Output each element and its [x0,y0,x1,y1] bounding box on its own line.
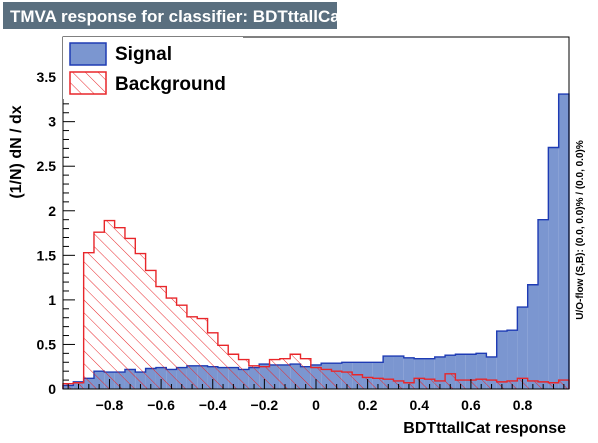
x-tick-label: −0.6 [147,397,175,413]
y-tick-label: 2.5 [37,158,57,174]
y-tick-label: 2 [48,203,56,219]
background-bin [197,318,208,389]
signal-bin [445,355,456,389]
y-tick-label: 1.5 [37,247,57,263]
x-axis-title: BDTttallCat response [403,420,566,437]
x-tick-label: 0.8 [513,397,533,413]
background-bin [372,378,384,389]
x-tick-label: −0.8 [96,397,124,413]
signal-bin [434,356,446,389]
signal-bin [424,358,435,389]
chart-title: TMVA response for classifier: BDTttallCa… [10,7,346,26]
background-bin [445,373,456,389]
signal-bin [403,357,415,389]
signal-bin [455,354,466,389]
background-bin [124,238,136,389]
signal-bin [527,284,539,389]
legend: Signal Background [63,37,243,99]
legend-signal-swatch [69,42,107,66]
y-tick-label: 0.5 [37,336,57,352]
background-bin [290,354,301,389]
x-tick-label: −0.4 [199,397,227,413]
signal-bin [538,219,549,389]
background-bin [176,305,187,389]
background-bin [269,359,280,389]
y-tick-label: 3 [48,114,56,130]
x-tick-label: 0.2 [358,397,378,413]
background-bin [155,286,167,389]
signal-bin [486,356,497,389]
background-bin [145,270,156,389]
background-bin [166,298,177,389]
background-bin [135,253,146,389]
background-bin [248,365,260,389]
x-tick-label: 0.4 [410,397,430,413]
signal-bin [507,330,518,389]
background-bin [259,366,270,389]
signal-bin [558,94,569,389]
background-outline [62,219,570,389]
background-bin [217,345,229,389]
background-bin [352,374,363,389]
background-bin [104,220,115,389]
background-bin [331,371,342,389]
legend-signal-label: Signal [115,44,172,65]
x-tick-label: 0.6 [461,397,481,413]
signal-bin [476,353,487,389]
background-bin [186,316,198,389]
y-tick-label: 1 [48,292,56,308]
signal-bin [517,307,528,389]
y-tick-label: 0 [48,381,56,397]
background-bin [310,367,322,389]
signal-bin [548,147,559,389]
signal-bin [393,356,404,389]
signal-bin [383,356,394,389]
x-tick-label: −0.2 [251,397,279,413]
title-banner [3,2,337,29]
background-bin [341,372,353,389]
signal-bin [496,331,508,389]
signal-bin [372,362,384,389]
background-bin [279,358,291,389]
overflow-label: U/O-flow (S,B): (0.0, 0.0)% / (0.0, 0.0)… [575,140,586,320]
background-bin [300,358,311,389]
signal-bin [362,362,373,389]
y-axis-title: (1/N) dN / dx [8,105,25,198]
background-bin [321,369,332,389]
y-tick-label: 3.5 [37,69,57,85]
legend-background-label: Background [115,74,226,95]
background-bin [238,359,249,389]
background-bin [228,354,239,389]
background-bin [93,232,105,389]
background-bin [83,252,94,389]
background-bin [207,332,218,389]
background-bin [114,227,125,389]
legend-background-swatch [69,71,107,95]
x-tick-label: 0 [312,397,320,413]
signal-bin [414,358,425,389]
signal-bin [465,354,477,389]
